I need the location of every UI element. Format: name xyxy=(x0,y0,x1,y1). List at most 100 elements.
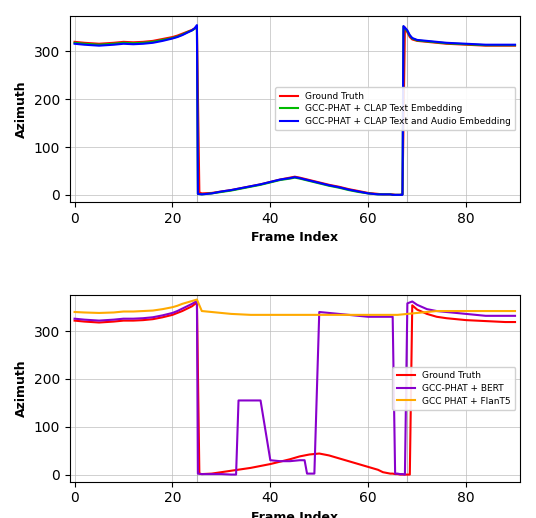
GCC PHAT + FlanT5 xyxy=(179,301,185,307)
GCC PHAT + FlanT5 xyxy=(140,308,146,314)
GCC PHAT + FlanT5 xyxy=(326,312,332,318)
GCC-PHAT + CLAP Text and Audio Embedding xyxy=(195,191,201,197)
GCC-PHAT + CLAP Text Embedding xyxy=(384,191,391,197)
GCC-PHAT + CLAP Text and Audio Embedding xyxy=(228,187,234,193)
Ground Truth xyxy=(384,191,391,197)
GCC PHAT + FlanT5 xyxy=(159,306,166,312)
Ground Truth xyxy=(238,185,244,191)
GCC PHAT + FlanT5 xyxy=(189,298,195,304)
GCC PHAT + FlanT5 xyxy=(228,311,234,317)
Ground Truth xyxy=(140,317,146,323)
GCC PHAT + FlanT5 xyxy=(512,308,518,314)
GCC-PHAT + BERT xyxy=(277,458,284,464)
GCC PHAT + FlanT5 xyxy=(375,312,381,318)
GCC-PHAT + CLAP Text and Audio Embedding xyxy=(390,192,396,198)
GCC-PHAT + CLAP Text and Audio Embedding xyxy=(193,22,200,28)
GCC-PHAT + BERT xyxy=(193,297,200,304)
GCC PHAT + FlanT5 xyxy=(71,309,78,315)
GCC PHAT + FlanT5 xyxy=(277,312,284,318)
GCC PHAT + FlanT5 xyxy=(414,310,420,316)
Ground Truth xyxy=(401,471,408,478)
GCC-PHAT + BERT xyxy=(443,309,450,315)
Ground Truth xyxy=(169,312,176,318)
GCC PHAT + FlanT5 xyxy=(238,311,244,318)
GCC PHAT + FlanT5 xyxy=(306,312,312,318)
GCC PHAT + FlanT5 xyxy=(81,309,87,315)
GCC-PHAT + BERT xyxy=(71,315,78,322)
GCC PHAT + FlanT5 xyxy=(130,308,137,314)
GCC PHAT + FlanT5 xyxy=(443,308,450,314)
Ground Truth xyxy=(71,318,78,324)
GCC PHAT + FlanT5 xyxy=(463,308,470,314)
Line: GCC PHAT + FlanT5: GCC PHAT + FlanT5 xyxy=(75,299,515,315)
Legend: Ground Truth, GCC-PHAT + CLAP Text Embedding, GCC-PHAT + CLAP Text and Audio Emb: Ground Truth, GCC-PHAT + CLAP Text Embed… xyxy=(275,87,516,131)
GCC PHAT + FlanT5 xyxy=(199,308,205,314)
GCC PHAT + FlanT5 xyxy=(365,312,371,318)
GCC-PHAT + CLAP Text and Audio Embedding xyxy=(174,34,181,40)
GCC PHAT + FlanT5 xyxy=(218,310,225,316)
Ground Truth xyxy=(228,187,234,193)
Line: Ground Truth: Ground Truth xyxy=(75,27,515,195)
Y-axis label: Azimuth: Azimuth xyxy=(15,359,28,418)
GCC PHAT + FlanT5 xyxy=(267,312,273,318)
GCC PHAT + FlanT5 xyxy=(184,299,190,306)
Line: GCC-PHAT + CLAP Text Embedding: GCC-PHAT + CLAP Text Embedding xyxy=(75,26,515,195)
GCC PHAT + FlanT5 xyxy=(394,312,401,318)
Ground Truth xyxy=(71,39,78,45)
Ground Truth xyxy=(512,319,518,325)
GCC PHAT + FlanT5 xyxy=(193,296,200,303)
GCC PHAT + FlanT5 xyxy=(96,310,102,316)
GCC PHAT + FlanT5 xyxy=(248,312,254,318)
GCC-PHAT + BERT xyxy=(309,470,315,477)
Y-axis label: Azimuth: Azimuth xyxy=(15,80,28,138)
GCC PHAT + FlanT5 xyxy=(345,312,352,318)
GCC-PHAT + CLAP Text Embedding xyxy=(512,42,518,48)
X-axis label: Frame Index: Frame Index xyxy=(251,511,338,518)
GCC-PHAT + CLAP Text Embedding xyxy=(195,191,201,197)
GCC-PHAT + CLAP Text Embedding xyxy=(390,192,396,198)
GCC-PHAT + CLAP Text and Audio Embedding xyxy=(209,190,215,196)
GCC PHAT + FlanT5 xyxy=(174,303,181,309)
Line: Ground Truth: Ground Truth xyxy=(75,303,515,474)
Ground Truth xyxy=(193,299,200,306)
Ground Truth xyxy=(336,455,342,462)
Ground Truth xyxy=(397,471,403,478)
GCC-PHAT + CLAP Text Embedding xyxy=(71,40,78,46)
GCC-PHAT + CLAP Text and Audio Embedding xyxy=(384,191,391,197)
GCC PHAT + FlanT5 xyxy=(110,309,117,315)
Ground Truth xyxy=(196,190,203,196)
Ground Truth xyxy=(209,190,215,196)
GCC-PHAT + CLAP Text Embedding xyxy=(174,34,181,40)
Legend: Ground Truth, GCC-PHAT + BERT, GCC PHAT + FlanT5: Ground Truth, GCC-PHAT + BERT, GCC PHAT … xyxy=(392,367,516,410)
GCC-PHAT + CLAP Text Embedding xyxy=(209,190,215,196)
GCC PHAT + FlanT5 xyxy=(287,312,293,318)
GCC PHAT + FlanT5 xyxy=(296,312,303,318)
GCC-PHAT + BERT xyxy=(233,471,239,478)
Ground Truth xyxy=(196,470,203,477)
GCC PHAT + FlanT5 xyxy=(482,308,489,314)
GCC-PHAT + BERT xyxy=(512,313,518,319)
GCC PHAT + FlanT5 xyxy=(209,309,215,315)
GCC-PHAT + CLAP Text Embedding xyxy=(228,188,234,194)
GCC PHAT + FlanT5 xyxy=(424,309,430,315)
GCC-PHAT + CLAP Text and Audio Embedding xyxy=(238,185,244,191)
GCC PHAT + FlanT5 xyxy=(120,308,126,314)
Ground Truth xyxy=(174,33,181,39)
Line: GCC-PHAT + CLAP Text and Audio Embedding: GCC-PHAT + CLAP Text and Audio Embedding xyxy=(75,25,515,195)
GCC PHAT + FlanT5 xyxy=(492,308,498,314)
GCC PHAT + FlanT5 xyxy=(316,312,323,318)
GCC PHAT + FlanT5 xyxy=(150,308,156,314)
Line: GCC-PHAT + BERT: GCC-PHAT + BERT xyxy=(75,300,515,474)
GCC PHAT + FlanT5 xyxy=(502,308,509,314)
GCC-PHAT + CLAP Text and Audio Embedding xyxy=(71,40,78,47)
GCC PHAT + FlanT5 xyxy=(355,312,362,318)
GCC-PHAT + CLAP Text and Audio Embedding xyxy=(512,41,518,48)
Ground Truth xyxy=(96,320,102,326)
GCC-PHAT + CLAP Text Embedding xyxy=(238,185,244,192)
Ground Truth xyxy=(392,192,398,198)
Ground Truth xyxy=(193,24,200,31)
GCC-PHAT + BERT xyxy=(228,471,234,478)
GCC-PHAT + CLAP Text Embedding xyxy=(193,23,200,30)
GCC PHAT + FlanT5 xyxy=(169,304,176,310)
X-axis label: Frame Index: Frame Index xyxy=(251,232,338,244)
